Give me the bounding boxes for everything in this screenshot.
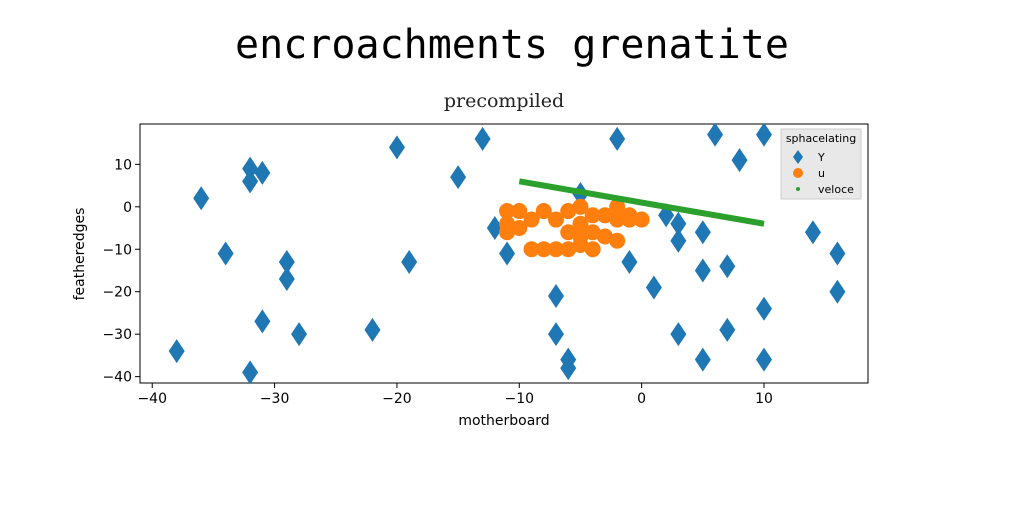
x-tick-label: 0: [637, 391, 646, 407]
data-point-u: [572, 198, 589, 215]
data-point-Y: [609, 126, 626, 151]
x-axis-label: motherboard: [458, 413, 549, 429]
y-tick-label: −10: [102, 242, 132, 258]
data-point-u: [548, 241, 564, 258]
figure-title: encroachments grenatite: [235, 22, 789, 68]
x-tick-label: −40: [137, 391, 167, 407]
data-point-Y: [217, 241, 234, 266]
data-point-Y: [278, 249, 295, 274]
data-point-u: [499, 203, 516, 220]
legend-title: sphacelating: [786, 132, 856, 145]
data-point-Y: [548, 322, 564, 347]
data-point-Y: [756, 296, 772, 321]
series-line-veloce: [518, 178, 765, 227]
data-point-Y: [829, 241, 846, 266]
data-point-Y: [548, 283, 564, 308]
data-point-Y: [694, 347, 711, 372]
data-point-Y: [756, 347, 772, 372]
data-point-Y: [388, 135, 405, 160]
data-point-u: [535, 203, 552, 220]
data-point-Y: [242, 169, 259, 194]
data-point-Y: [499, 241, 516, 266]
data-point-u: [548, 211, 564, 228]
data-point-Y: [254, 309, 271, 334]
data-point-u: [535, 241, 552, 258]
data-point-Y: [707, 122, 724, 147]
y-tick-label: 0: [123, 200, 132, 216]
data-point-Y: [364, 317, 381, 342]
chart-title: precompiled: [443, 90, 565, 112]
data-point-u: [572, 228, 589, 245]
y-tick-label: −20: [102, 285, 132, 301]
x-axis: −40 −30 −20 −10 0 10: [137, 383, 773, 407]
data-point-u: [609, 198, 626, 215]
data-point-u: [596, 207, 613, 224]
data-point-u: [633, 211, 650, 228]
data-point-u: [584, 207, 601, 224]
legend-box: [780, 128, 862, 200]
data-point-u: [523, 211, 540, 228]
legend-marker-u: [793, 168, 803, 178]
data-point-u: [511, 203, 528, 220]
data-point-u: [609, 211, 626, 228]
data-point-Y: [719, 254, 736, 279]
y-axis: −40 −30 −20 −10 0 10: [102, 157, 140, 386]
data-point-u: [499, 224, 516, 241]
y-tick-label: −30: [102, 327, 132, 343]
chart-marks: [168, 122, 846, 385]
data-point-u: [511, 220, 528, 237]
data-point-Y: [278, 266, 295, 291]
x-tick-label: −30: [260, 391, 290, 407]
data-point-Y: [401, 249, 418, 274]
data-point-Y: [694, 220, 711, 245]
data-point-Y: [474, 126, 491, 151]
x-tick-label: 10: [755, 391, 773, 407]
x-tick-label: −20: [382, 391, 412, 407]
legend-label-u: u: [818, 167, 825, 180]
x-tick-label: −10: [505, 391, 535, 407]
data-point-Y: [670, 211, 687, 236]
data-point-Y: [254, 160, 271, 185]
data-point-Y: [560, 356, 577, 381]
data-point-Y: [242, 156, 259, 181]
legend-marker-Y: [793, 150, 803, 164]
legend-label-Y: Y: [817, 151, 825, 164]
y-axis-label: featheredges: [72, 208, 88, 301]
legend-marker-veloce: [796, 187, 800, 191]
data-point-Y: [829, 279, 846, 304]
data-point-Y: [242, 360, 259, 385]
data-point-Y: [486, 216, 503, 241]
y-tick-label: −40: [102, 370, 132, 386]
y-tick-label: 10: [114, 157, 132, 173]
data-point-Y: [291, 322, 308, 347]
data-point-u: [621, 211, 638, 228]
data-point-Y: [645, 275, 662, 300]
data-point-u: [584, 224, 601, 241]
data-point-Y: [621, 249, 638, 274]
legend-label-veloce: veloce: [818, 183, 854, 196]
data-point-u: [523, 241, 540, 258]
data-point-u: [596, 228, 613, 245]
data-point-u: [560, 203, 577, 220]
data-point-Y: [731, 148, 748, 173]
data-point-Y: [450, 165, 467, 190]
data-point-Y: [670, 228, 687, 253]
data-point-Y: [193, 186, 210, 211]
data-point-Y: [719, 317, 736, 342]
data-point-u: [609, 232, 626, 249]
data-point-Y: [168, 339, 185, 364]
data-point-Y: [670, 322, 687, 347]
data-point-Y: [694, 258, 711, 283]
data-point-u: [572, 215, 589, 232]
data-point-u: [560, 241, 577, 258]
data-point-Y: [756, 122, 772, 147]
legend: sphacelating Yu veloce: [780, 128, 862, 200]
data-point-u: [560, 224, 577, 241]
data-point-u: [584, 241, 601, 258]
data-point-Y: [804, 220, 821, 245]
